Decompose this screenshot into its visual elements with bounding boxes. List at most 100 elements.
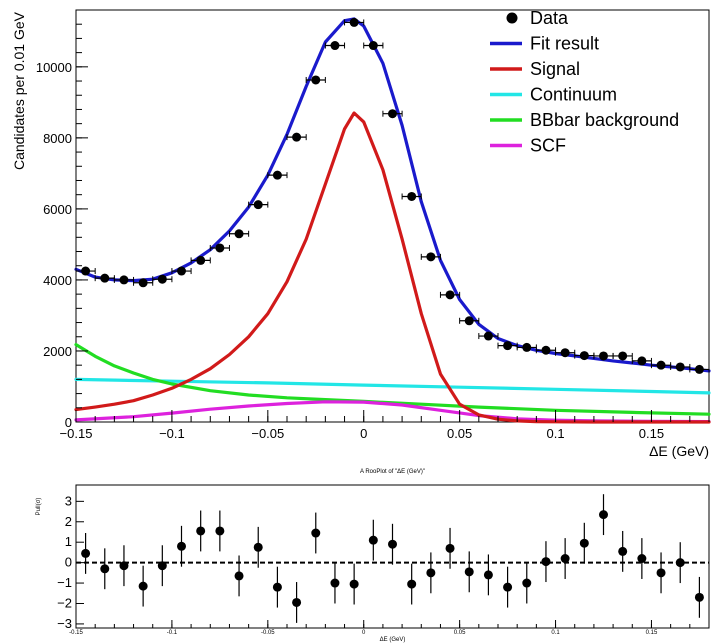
pull-y-tick-label: −3 — [57, 616, 72, 631]
pull-plot-frame — [75, 484, 710, 629]
data-point-marker — [618, 351, 628, 361]
x-tick-label: −0.15 — [60, 426, 93, 441]
pull-marker — [100, 564, 110, 574]
pull-y-axis-title: Pull(σ) — [36, 498, 42, 516]
pull-point — [541, 541, 551, 583]
data-point-marker — [407, 191, 417, 201]
pull-y-tick-label: 3 — [65, 493, 72, 508]
pull-point — [464, 551, 474, 593]
data-point — [439, 290, 461, 300]
pull-x-tick-label: -0.05 — [261, 630, 275, 636]
data-point-marker — [234, 229, 244, 239]
data-point-marker — [522, 342, 532, 352]
pull-point — [656, 552, 666, 594]
data-point — [650, 360, 672, 370]
data-point — [689, 364, 710, 374]
data-point-marker — [445, 290, 455, 300]
data-point-marker — [119, 275, 129, 285]
y-tick-label: 4000 — [43, 273, 72, 288]
pull-point — [445, 527, 455, 569]
y-axis-title: Candidates per 0.01 GeV — [11, 11, 27, 170]
pull-x-tick-label: -0.1 — [167, 630, 178, 636]
y-tick-label: 10000 — [36, 60, 72, 75]
pull-point — [100, 548, 110, 590]
data-point — [401, 191, 422, 201]
data-point — [113, 275, 135, 285]
data-point — [171, 266, 192, 276]
data-point-marker — [388, 109, 397, 119]
data-point-marker — [100, 273, 110, 283]
pull-marker — [349, 579, 359, 589]
data-point-marker — [503, 341, 513, 351]
pull-marker — [177, 541, 186, 551]
pull-marker — [234, 571, 244, 581]
pull-point — [157, 545, 167, 587]
pull-marker — [522, 578, 532, 588]
data-point — [190, 255, 211, 265]
data-point — [612, 351, 633, 361]
data-point-marker — [81, 266, 91, 276]
data-point-marker — [694, 364, 704, 374]
pull-point — [215, 510, 225, 552]
data-point-marker — [483, 331, 493, 341]
pull-point — [560, 538, 570, 579]
pull-point — [522, 562, 532, 604]
data-point — [459, 316, 480, 326]
x-tick-label: 0.05 — [447, 426, 472, 441]
data-point-marker — [215, 243, 225, 253]
data-point — [209, 243, 230, 253]
pull-point — [138, 565, 148, 607]
series-line-continuum — [74, 377, 711, 395]
y-tick-label: 0 — [65, 415, 72, 430]
series-line-bbbar-background — [74, 343, 711, 416]
pull-marker — [503, 582, 513, 592]
data-point-marker — [196, 255, 206, 265]
pull-marker — [407, 579, 417, 589]
pull-point — [637, 538, 647, 579]
data-point — [631, 356, 652, 366]
data-point — [228, 229, 250, 239]
data-point-marker — [656, 360, 666, 370]
y-tick-label: 8000 — [43, 131, 72, 146]
pull-marker — [81, 548, 91, 558]
pull-point — [330, 562, 340, 604]
data-point-marker — [541, 345, 551, 355]
pull-point — [81, 533, 91, 574]
x-tick-label: 0 — [360, 426, 367, 441]
pull-point — [177, 525, 186, 567]
pull-point — [349, 563, 359, 605]
legend-label: Data — [530, 8, 569, 28]
pull-point — [599, 494, 608, 536]
legend-label: SCF — [530, 136, 566, 156]
pull-marker — [675, 558, 685, 568]
pull-point — [426, 552, 436, 594]
series-line-fit-result — [74, 17, 711, 373]
legend-marker-data — [506, 12, 518, 24]
data-point-marker — [675, 362, 685, 372]
pull-marker — [253, 542, 263, 552]
data-point-marker — [292, 132, 302, 142]
data-point-marker — [272, 170, 282, 180]
pull-point — [675, 542, 685, 584]
data-point-marker — [138, 278, 148, 288]
pull-marker — [464, 567, 474, 577]
x-tick-label: 0.15 — [639, 426, 664, 441]
x-axis-title: ΔE (GeV) — [649, 443, 709, 459]
pull-y-tick-label: 0 — [65, 555, 72, 570]
data-point — [75, 266, 96, 276]
pull-marker — [579, 538, 589, 548]
pull-marker — [656, 568, 666, 578]
data-point-marker — [579, 351, 589, 361]
data-point-marker — [426, 252, 436, 262]
data-point-marker — [311, 75, 321, 85]
data-point-marker — [177, 266, 186, 276]
data-point — [324, 41, 346, 51]
pull-marker — [157, 561, 167, 571]
pull-x-tick-label: 0.1 — [551, 630, 560, 636]
pull-point — [388, 523, 397, 565]
y-tick-label: 2000 — [43, 344, 72, 359]
pull-x-tick-label: 0.05 — [454, 630, 466, 636]
data-point-marker — [599, 351, 608, 361]
data-point — [267, 170, 288, 180]
pull-point — [272, 566, 282, 608]
